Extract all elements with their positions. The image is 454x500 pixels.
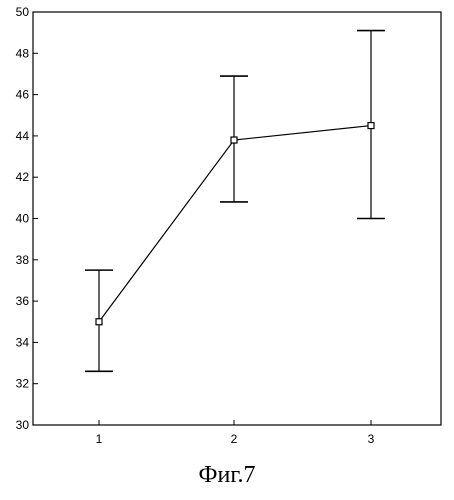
figure-caption: Фиг.7 bbox=[0, 462, 454, 489]
x-tick-label: 1 bbox=[96, 432, 103, 446]
y-tick-label: 44 bbox=[16, 129, 30, 143]
data-markers bbox=[96, 123, 374, 325]
y-tick-label: 36 bbox=[16, 294, 30, 308]
data-point bbox=[231, 137, 237, 143]
y-tick-label: 40 bbox=[16, 212, 30, 226]
y-tick-label: 38 bbox=[16, 253, 30, 267]
y-tick-label: 42 bbox=[16, 170, 30, 184]
y-tick-label: 30 bbox=[16, 418, 30, 432]
series-line bbox=[99, 126, 371, 322]
y-axis: 30 32 34 36 38 40 42 44 46 48 50 bbox=[16, 5, 38, 432]
line-chart: 30 32 34 36 38 40 42 44 46 48 50 1 2 3 bbox=[0, 0, 454, 460]
data-point bbox=[96, 319, 102, 325]
x-axis: 1 2 3 bbox=[96, 420, 375, 446]
y-tick-label: 46 bbox=[16, 88, 30, 102]
y-tick-label: 50 bbox=[16, 5, 30, 19]
data-point bbox=[368, 123, 374, 129]
y-tick-label: 32 bbox=[16, 377, 30, 391]
error-bars bbox=[85, 31, 385, 372]
y-tick-label: 34 bbox=[16, 335, 30, 349]
y-tick-label: 48 bbox=[16, 46, 30, 60]
x-tick-label: 3 bbox=[368, 432, 375, 446]
x-tick-label: 2 bbox=[231, 432, 238, 446]
